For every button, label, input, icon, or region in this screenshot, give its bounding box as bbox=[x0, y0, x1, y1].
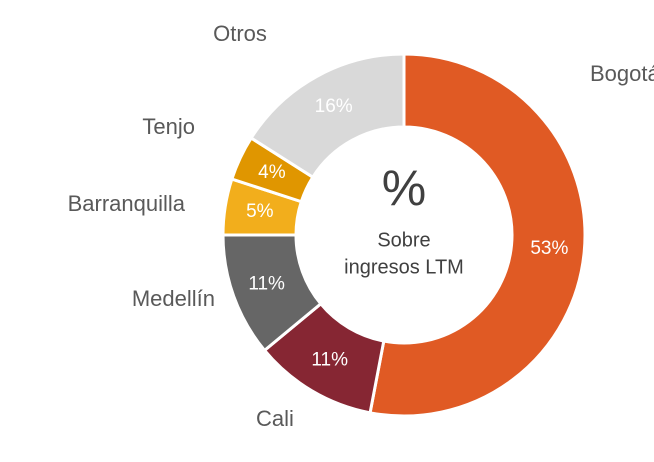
category-label: Cali bbox=[256, 406, 294, 431]
value-label: 53% bbox=[530, 238, 568, 259]
center-text: ingresos LTM bbox=[344, 256, 464, 278]
value-label: 4% bbox=[258, 162, 286, 183]
category-label: Tenjo bbox=[142, 114, 195, 139]
category-label: Bogotá bbox=[590, 61, 654, 86]
value-label: 16% bbox=[315, 96, 353, 117]
category-label: Otros bbox=[213, 21, 267, 46]
center-text: Sobre bbox=[377, 229, 430, 251]
category-label: Barranquilla bbox=[68, 191, 186, 216]
donut-segment bbox=[368, 52, 587, 418]
donut-segment bbox=[249, 52, 406, 180]
value-label: 11% bbox=[311, 350, 348, 371]
value-label: 5% bbox=[246, 201, 274, 222]
value-label: 11% bbox=[248, 273, 285, 294]
center-symbol: % bbox=[382, 160, 426, 216]
donut bbox=[221, 52, 587, 418]
category-label: Medellín bbox=[132, 286, 215, 311]
